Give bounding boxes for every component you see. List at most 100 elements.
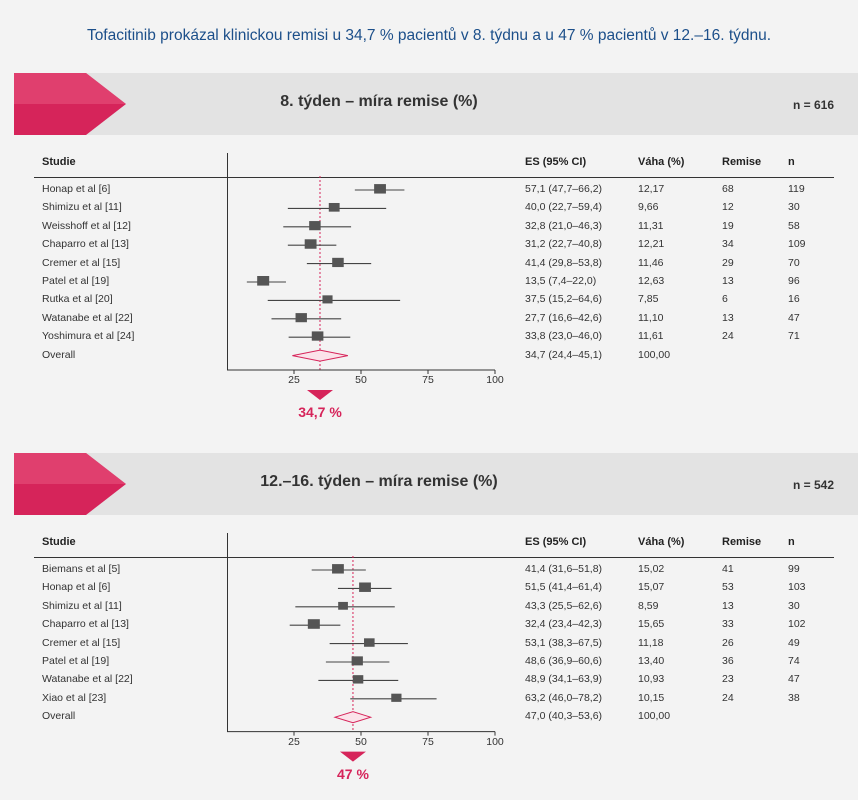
study-marker [309,221,321,231]
remise-value: 53 [722,581,734,594]
es-value: 31,2 (22,7–40,8) [525,238,603,251]
remise-value: 12 [722,201,734,214]
remise-value: 26 [722,636,734,649]
remise-value: 68 [722,183,734,195]
study-marker [257,276,270,286]
es-value: 53,1 (38,3–67,5) [525,636,603,649]
study-name: Cremer et al [15] [42,256,121,269]
plot-left-border [227,153,228,370]
n-value: 38 [788,691,800,704]
weight-value: 11,46 [638,256,664,269]
weight-value: 12,17 [638,183,665,195]
study-name: Shimizu et al [11] [42,599,122,612]
headline: Tofacitinib prokázal klinickou remisi u … [86,27,772,44]
study-name: Yoshimura et al [24] [42,330,135,343]
header-divider [34,557,834,558]
study-marker [311,331,324,341]
chart-title: 8. týden – míra remise (%) [280,93,478,110]
es-value: 13,5 (7,4–22,0) [525,275,597,287]
study-name: Watanabe et al [22] [42,311,133,324]
weight-value: 11,31 [638,219,664,232]
study-name: Xiao et al [23] [42,691,107,704]
es-value: 34,7 (24,4–45,1) [525,348,603,361]
forest-plot [227,176,496,400]
weight-value: 8,59 [638,599,659,612]
study-name: Watanabe et al [22] [42,673,133,686]
study-name: Overall [42,348,76,361]
n-value: 103 [788,581,806,594]
n-value: 74 [788,655,800,667]
study-marker [328,202,340,212]
study-name: Weisshoff et al [12] [42,219,131,232]
study-name: Honap et al [6] [42,183,111,195]
es-value: 43,3 (25,5–62,6) [525,599,603,612]
weight-value: 12,63 [638,275,665,287]
study-name: Patel et al [19] [42,655,110,667]
banner: 8. týden – míra remise (%) n = 616 [14,73,858,135]
study-name: Patel et al [19] [42,275,110,287]
reference-marker-icon [306,390,333,400]
weight-value: 15,02 [638,563,665,575]
weight-value: 7,85 [638,293,659,306]
header-divider [34,177,834,178]
total-n: n = 542 [792,478,834,492]
remise-value: 34 [722,238,734,251]
study-marker [351,656,363,666]
remise-value: 6 [722,293,728,306]
weight-value: 10,15 [638,691,665,704]
study-marker [304,239,317,249]
study-marker [332,564,344,574]
weight-value: 9,66 [638,201,659,214]
es-value: 41,4 (29,8–53,8) [525,256,603,269]
n-value: 109 [788,238,806,251]
n-value: 71 [788,330,800,343]
header-remise: Remise [722,536,762,548]
x-tick-label: 100 [486,735,504,748]
es-value: 51,5 (41,4–61,4) [525,581,603,594]
header-study: Studie [42,156,76,168]
es-value: 57,1 (47,7–66,2) [525,183,603,195]
header-weight: Váha (%) [638,536,685,548]
header-n: n [788,536,795,548]
es-value: 33,8 (23,0–46,0) [525,330,603,343]
es-value: 48,9 (34,1–63,9) [525,673,603,686]
header-study: Studie [42,536,76,548]
x-tick-label: 25 [288,374,300,386]
study-name: Chaparro et al [13] [42,238,129,251]
study-name: Overall [42,710,76,723]
study-marker [391,693,402,702]
remise-value: 36 [722,655,734,667]
x-tick-label: 50 [355,735,367,748]
n-value: 96 [788,275,800,287]
remise-value: 41 [722,563,734,575]
study-marker [359,582,371,592]
x-tick-label: 75 [422,735,434,748]
header-n: n [788,156,795,168]
es-value: 48,6 (36,9–60,6) [525,655,603,667]
banner-arrow-highlight [14,453,126,484]
n-value: 58 [788,219,800,232]
study-marker [307,619,320,629]
overall-diamond [333,711,373,724]
reference-label: 47 % [336,765,369,782]
n-value: 70 [788,256,800,269]
es-value: 37,5 (15,2–64,6) [525,293,603,306]
es-value: 32,4 (23,4–42,3) [525,618,603,631]
x-tick-label: 100 [486,374,504,386]
weight-value: 11,61 [638,330,664,343]
es-value: 47,0 (40,3–53,6) [525,710,603,723]
banner: 12.–16. týden – míra remise (%) n = 542 [14,453,858,515]
banner-arrow-icon [14,453,126,515]
banner-arrow-icon [14,73,126,135]
study-name: Rutka et al [20] [42,293,113,306]
x-tick-label: 50 [355,374,367,386]
es-value: 41,4 (31,6–51,8) [525,563,603,575]
study-name: Shimizu et al [11] [42,201,122,214]
reference-marker-icon [339,751,366,762]
weight-value: 15,65 [638,618,665,631]
es-value: 40,0 (22,7–59,4) [525,201,603,214]
header-es: ES (95% CI) [525,536,587,548]
remise-value: 23 [722,673,734,686]
panel-week-8: 8. týden – míra remise (%) n = 616 Studie E… [0,73,858,438]
study-name: Honap et al [6] [42,581,111,594]
